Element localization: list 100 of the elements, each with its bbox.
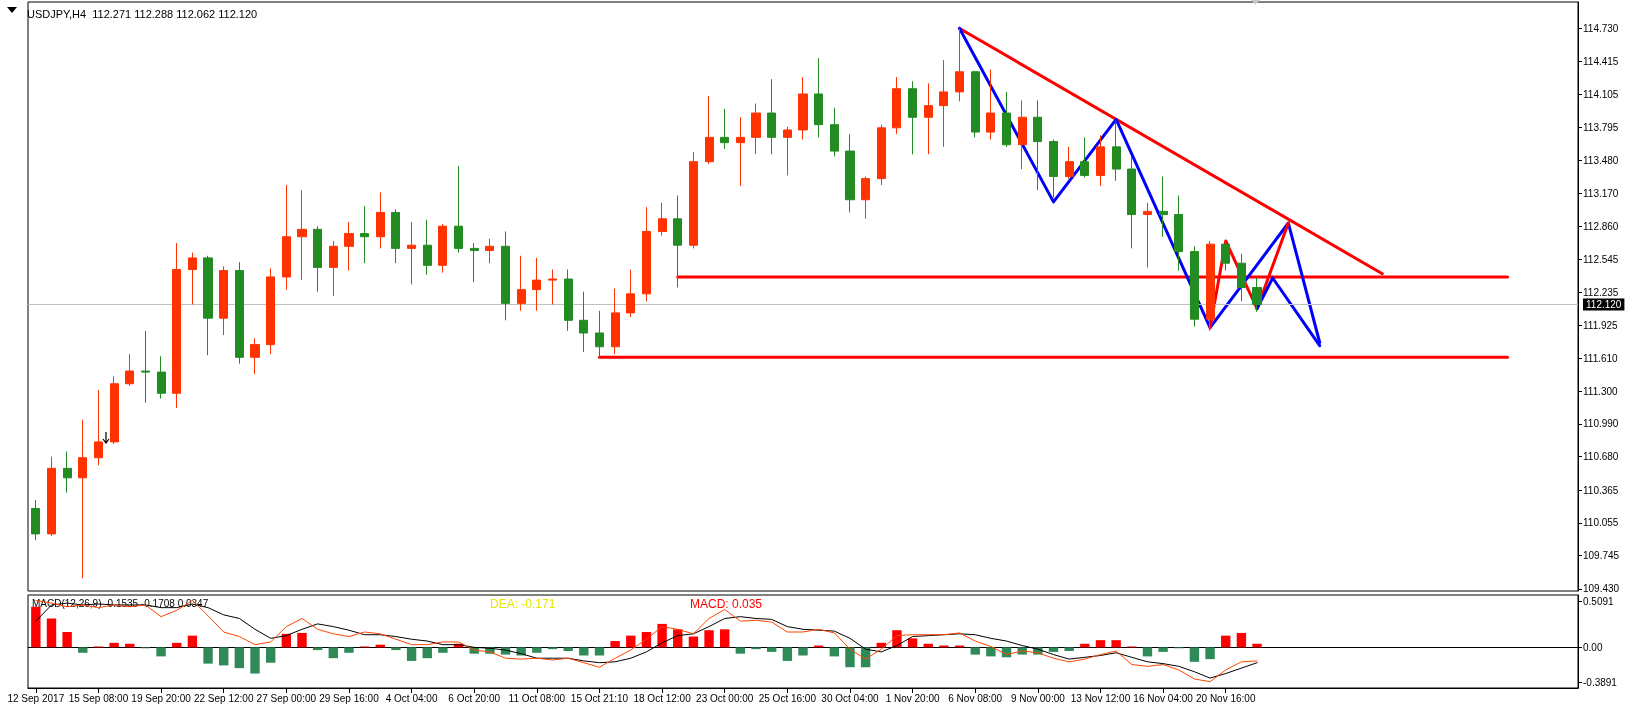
candlestick (1002, 91, 1011, 148)
candlestick (548, 269, 557, 305)
bar (312, 647, 323, 651)
y-tick-label: 112.235 (1583, 286, 1619, 298)
x-tick-label: 19 Sep 20:00 (131, 692, 192, 704)
candlestick (376, 191, 385, 249)
candlestick (845, 133, 855, 213)
candlestick (485, 238, 494, 264)
x-tick-label: 6 Nov 08:00 (948, 692, 1003, 704)
candlestick (673, 195, 682, 289)
candlestick (219, 265, 228, 336)
candlestick (297, 189, 307, 281)
bar (62, 632, 72, 648)
y-tick-label: 109.430 (1583, 583, 1620, 595)
candlestick (1174, 195, 1183, 272)
candlestick (360, 205, 369, 264)
candlestick (720, 108, 729, 150)
candlestick (517, 255, 526, 312)
x-tick-label: 27 Sep 00:00 (256, 692, 317, 704)
candlestick (689, 151, 698, 249)
x-tick-label: 15 Oct 21:10 (570, 692, 629, 704)
bar (406, 647, 417, 661)
candlestick (1252, 277, 1262, 313)
bar (907, 638, 918, 648)
candlestick (1033, 99, 1042, 191)
bar (829, 647, 840, 657)
candlestick (877, 124, 886, 186)
bar (970, 647, 980, 655)
bar (203, 647, 213, 664)
y-tick-label: 112.545 (1583, 253, 1619, 265)
candlestick (31, 499, 40, 541)
bar (422, 647, 432, 659)
bar (594, 647, 605, 656)
candlestick (971, 70, 980, 138)
bar (1095, 640, 1106, 648)
candlestick (564, 269, 573, 332)
x-tick-label: 12 Sep 2017 (7, 692, 65, 704)
x-tick-label: 9 Nov 00:00 (1010, 692, 1066, 704)
candlestick (861, 175, 870, 220)
candlestick (1127, 155, 1136, 249)
candlestick (344, 221, 354, 272)
y-tick-label: 110.990 (1583, 418, 1619, 430)
candlestick (78, 419, 87, 579)
candlestick (798, 76, 808, 140)
bar (720, 629, 730, 648)
candlestick (423, 219, 432, 276)
bar (1111, 640, 1121, 648)
bar (1158, 647, 1168, 652)
candlestick (454, 165, 463, 254)
bar (438, 647, 448, 653)
y-tick-label: 110.055 (1583, 517, 1619, 529)
bar (1236, 632, 1247, 648)
candlestick (939, 59, 948, 148)
x-tick-label: 4 Oct 04:00 (385, 692, 438, 704)
candlestick (172, 242, 181, 409)
x-tick-label: 6 Oct 20:00 (448, 692, 501, 704)
bar (986, 647, 996, 657)
y-tick-label: 112.860 (1583, 220, 1619, 232)
bar (1142, 647, 1153, 657)
bar (610, 641, 620, 648)
candlestick (1096, 134, 1105, 187)
y-tick-label: 111.925 (1583, 319, 1619, 331)
y-tick-label: 113.480 (1583, 155, 1619, 167)
candlestick (47, 456, 56, 537)
bar (78, 647, 88, 653)
bar (782, 647, 793, 661)
y-tick-label: 0.5091 (1583, 595, 1615, 607)
candlestick (767, 78, 776, 155)
y-tick-label: 109.745 (1583, 550, 1620, 562)
candlestick (751, 103, 761, 155)
bar (1205, 647, 1215, 660)
x-tick-label: 11 Oct 08:00 (508, 692, 566, 704)
candlestick (908, 80, 917, 155)
bar (156, 647, 166, 657)
ref-line-label: 112.120 (1586, 298, 1622, 310)
candlestick (1237, 253, 1246, 302)
candlestick (658, 202, 667, 237)
bar (109, 642, 119, 648)
bar (234, 647, 245, 669)
candlestick (407, 221, 416, 285)
y-tick-label: 114.105 (1583, 89, 1619, 101)
candlestick (266, 267, 275, 355)
annotation: MACD: 0.035 (690, 597, 763, 611)
candlestick (1080, 136, 1089, 179)
candlestick (595, 310, 604, 358)
candlestick (188, 252, 197, 305)
annotation: DEA: -0.171 (490, 597, 556, 611)
candlestick (203, 255, 213, 356)
candlestick (532, 257, 541, 312)
candlestick (501, 230, 510, 321)
candlestick (1018, 99, 1027, 170)
bar (328, 647, 338, 659)
bar (219, 647, 229, 666)
bar (1189, 647, 1200, 662)
bar (265, 647, 276, 663)
candlestick (1112, 119, 1121, 182)
candlestick (391, 208, 400, 264)
candlestick (955, 27, 964, 102)
y-tick-label: 114.730 (1583, 22, 1619, 34)
candlestick (783, 126, 792, 176)
